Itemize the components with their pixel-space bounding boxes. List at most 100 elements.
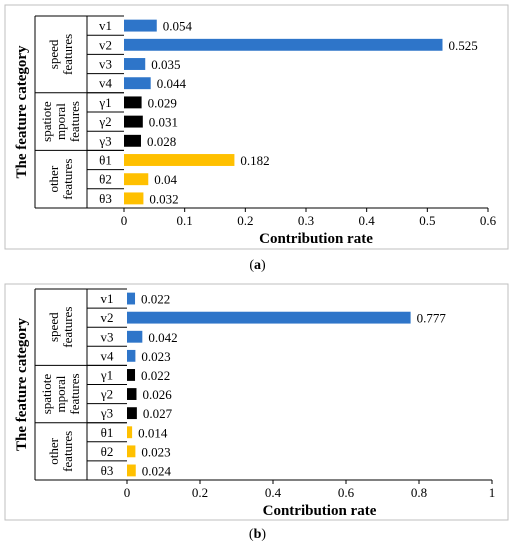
group-label-line: features — [60, 431, 75, 472]
category-label: v4 — [101, 348, 115, 363]
caption-b: (b) — [248, 527, 267, 542]
bar-value-label: 0.023 — [141, 349, 170, 364]
x-tick-label: 0.1 — [177, 213, 193, 228]
category-label: v1 — [101, 291, 114, 306]
bar-value-label: 0.777 — [417, 311, 447, 326]
bar-v4 — [124, 77, 151, 90]
bar-value-label: 0.035 — [151, 57, 180, 72]
x-tick-label: 0.2 — [192, 485, 208, 500]
bar-v3 — [127, 330, 143, 343]
group-label-line: mporal — [53, 375, 68, 412]
x-tick-label: 0.4 — [265, 485, 282, 500]
chart-frame — [4, 4, 509, 250]
category-label: v4 — [99, 76, 113, 91]
bar-value-label: 0.029 — [148, 95, 177, 110]
bar-v1 — [124, 19, 157, 32]
bar-value-label: 0.044 — [157, 76, 187, 91]
bar-value-label: 0.525 — [449, 38, 478, 53]
group-label-line: speed — [46, 312, 61, 342]
category-label: θ1 — [101, 425, 114, 440]
x-tick-label: 0 — [121, 213, 128, 228]
category-label: γ1 — [100, 367, 113, 382]
bar-value-label: 0.042 — [148, 330, 177, 345]
bar-θ2 — [124, 173, 149, 186]
bar-v2 — [124, 38, 443, 51]
category-label: γ3 — [100, 406, 113, 421]
bar-γ3 — [124, 134, 141, 147]
x-tick-label: 0.6 — [480, 213, 497, 228]
x-tick-label: 0.4 — [359, 213, 376, 228]
group-label-line: features — [67, 373, 82, 414]
bar-θ2 — [127, 445, 136, 458]
x-tick-label: 0.2 — [237, 213, 253, 228]
bar-θ1 — [127, 426, 133, 439]
bar-value-label: 0.014 — [138, 425, 168, 440]
bar-θ1 — [124, 154, 235, 166]
x-axis-title: Contribution rate — [263, 503, 377, 519]
bar-γ1 — [124, 96, 142, 109]
bar-value-label: 0.032 — [149, 191, 178, 206]
group-label-line: mporal — [53, 103, 68, 140]
category-label: γ1 — [98, 95, 111, 110]
caption-b-letter: b — [253, 527, 262, 542]
bar-γ1 — [127, 369, 136, 381]
group-label-line: features — [60, 307, 75, 348]
bar-value-label: 0.031 — [149, 115, 178, 130]
caption-a-letter: a — [254, 258, 261, 273]
bar-γ2 — [124, 115, 143, 128]
bar-value-label: 0.024 — [142, 463, 172, 478]
bar-value-label: 0.04 — [154, 172, 177, 187]
category-label: v3 — [99, 57, 112, 72]
group-label-line: spatiote — [39, 374, 54, 415]
x-tick-label: 0.3 — [298, 213, 314, 228]
bar-v3 — [124, 58, 146, 70]
category-label: v2 — [99, 37, 112, 52]
category-label: θ3 — [101, 463, 114, 478]
category-label: γ2 — [100, 387, 113, 402]
bar-value-label: 0.026 — [142, 387, 172, 402]
x-tick-label: 0 — [124, 485, 131, 500]
category-label: γ2 — [98, 114, 111, 129]
bar-value-label: 0.023 — [141, 444, 170, 459]
bar-θ3 — [124, 192, 144, 205]
x-tick-label: 1 — [489, 485, 496, 500]
bar-value-label: 0.054 — [163, 19, 193, 34]
bar-θ3 — [127, 464, 136, 477]
chart-panel-a: speed features spatiote mporal features other… — [4, 4, 509, 273]
category-label: θ2 — [99, 172, 112, 187]
group-label-line: features — [67, 101, 82, 142]
group-label-line: spatiote — [39, 101, 54, 142]
category-label: v1 — [99, 18, 112, 33]
x-tick-label: 0.5 — [419, 213, 435, 228]
x-axis-title: Contribution rate — [259, 231, 373, 247]
bar-v4 — [127, 349, 136, 362]
category-label: θ1 — [99, 153, 112, 168]
category-label: γ3 — [98, 133, 111, 148]
bar-γ2 — [127, 388, 137, 400]
bar-v1 — [127, 292, 136, 305]
category-label: θ2 — [101, 444, 114, 459]
x-tick-label: 0.8 — [411, 485, 427, 500]
bar-value-label: 0.022 — [141, 368, 170, 383]
bar-value-label: 0.182 — [240, 153, 269, 168]
group-label-line: features — [60, 34, 75, 75]
bar-value-label: 0.022 — [141, 292, 170, 307]
y-axis-title: The feature category — [14, 45, 30, 179]
chart-frame — [4, 283, 509, 521]
bar-value-label: 0.028 — [147, 134, 176, 149]
category-label: v2 — [101, 310, 114, 325]
group-label-line: features — [60, 159, 75, 200]
group-label-line: other — [46, 165, 61, 192]
category-label: v3 — [101, 329, 114, 344]
group-label-line: other — [46, 437, 61, 464]
chart-panel-b: speed features spatiote mporal features other… — [0, 280, 515, 550]
x-tick-label: 0.6 — [338, 485, 355, 500]
bar-γ3 — [127, 407, 137, 420]
bar-value-label: 0.027 — [143, 406, 173, 421]
bar-v2 — [127, 311, 411, 324]
caption-a: (a) — [249, 258, 266, 273]
group-label-line: speed — [46, 39, 61, 69]
y-axis-title: The feature category — [14, 318, 30, 452]
